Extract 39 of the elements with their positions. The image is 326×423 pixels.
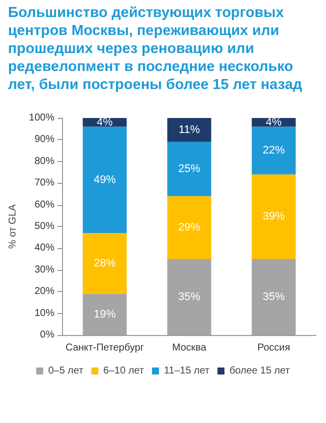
y-tick-label: 80% bbox=[34, 156, 55, 167]
y-tick-label: 10% bbox=[34, 308, 55, 319]
y-tick-label: 100% bbox=[28, 112, 55, 124]
data-label: 49% bbox=[94, 174, 116, 186]
y-axis-title: % от GLA bbox=[8, 204, 18, 249]
data-label: 28% bbox=[94, 257, 116, 270]
y-tick-label: 70% bbox=[34, 178, 55, 189]
data-label: 4% bbox=[266, 116, 282, 128]
bar bbox=[167, 142, 212, 196]
data-label: 4% bbox=[96, 116, 113, 128]
bar bbox=[167, 118, 212, 142]
y-tick-label: 40% bbox=[34, 242, 55, 254]
data-label: 35% bbox=[178, 291, 200, 304]
legend-label: 0–5 лет bbox=[48, 366, 84, 376]
y-tick-label: 0% bbox=[40, 330, 55, 340]
legend-label: 6–10 лет bbox=[103, 366, 144, 376]
y-tick-label: 50% bbox=[34, 221, 55, 232]
data-label: 19% bbox=[94, 308, 116, 320]
bar bbox=[252, 174, 296, 260]
chart-title: Большинство действующих торговых центров Москвы, переживающих или прошедших через реновацию или редевелопмент в последние несколько лет, были построены более 15 лет назад bbox=[8, 4, 304, 94]
data-label: 25% bbox=[178, 162, 200, 175]
y-tick-label: 60% bbox=[34, 199, 55, 210]
y-tick-label: 20% bbox=[34, 286, 55, 298]
x-tick-label: Санкт-Петербург bbox=[66, 342, 144, 354]
x-tick-label: Москва bbox=[172, 342, 207, 354]
data-label: 11% bbox=[178, 124, 200, 136]
legend-label: более 15 лет bbox=[229, 366, 290, 376]
legend-label: 11–15 лет bbox=[164, 366, 210, 376]
x-tick-label: Россия bbox=[257, 342, 290, 354]
data-label: 29% bbox=[178, 222, 200, 234]
y-tick-label: 30% bbox=[34, 264, 55, 276]
y-tick-label: 90% bbox=[34, 134, 55, 146]
data-label: 35% bbox=[262, 291, 285, 304]
bar bbox=[167, 196, 212, 260]
bar bbox=[82, 233, 127, 294]
bar bbox=[82, 126, 127, 234]
data-label: 39% bbox=[262, 210, 285, 223]
bar bbox=[252, 126, 296, 174]
data-label: 22% bbox=[262, 144, 285, 157]
